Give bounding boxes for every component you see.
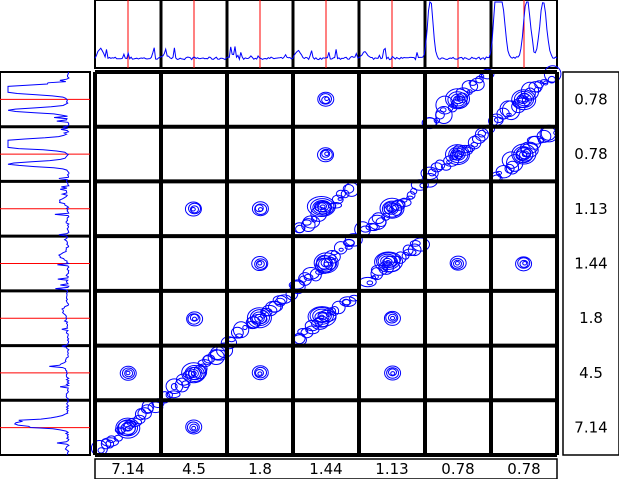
cosy-cell <box>292 294 360 346</box>
y-tick-label: 0.78 <box>574 145 607 163</box>
cross-peak-contour <box>511 89 537 111</box>
cross-peak-contour <box>251 201 269 217</box>
cosy-cell <box>159 342 234 404</box>
x-tick-label: 1.13 <box>375 460 408 478</box>
diagonal-contour <box>292 294 360 346</box>
cosy-cell <box>185 419 203 435</box>
y-tick-label: 4.5 <box>579 364 603 382</box>
cosy-cell <box>186 311 204 327</box>
left-projection-spectrum <box>0 71 91 456</box>
cosy-cell <box>184 201 202 217</box>
cross-peak-contour <box>445 88 471 110</box>
cross-peak-contour <box>246 307 272 329</box>
cosy-cell <box>317 147 335 163</box>
x-tick-label: 0.78 <box>507 460 540 478</box>
cosy-cell <box>383 310 401 326</box>
cross-peak-contour <box>383 310 401 326</box>
left-projection-trace <box>7 71 71 456</box>
y-tick-labels: 0.78 0.78 1.13 1.44 1.8 4.5 7.14 <box>562 71 619 456</box>
y-tick-label: 1.8 <box>579 309 603 327</box>
cosy-cell <box>358 237 430 288</box>
cross-peak-contour <box>317 91 335 107</box>
cosy-cell <box>449 255 467 271</box>
x-tick-label: 7.14 <box>111 460 144 478</box>
grid-background <box>95 72 557 455</box>
x-tick-label: 1.44 <box>309 460 342 478</box>
cross-peak-contour <box>511 143 537 165</box>
cross-peak-contour <box>185 419 203 435</box>
cosy-cell <box>251 201 269 217</box>
cosy-cell <box>251 256 269 272</box>
y-tick-frame <box>562 71 619 456</box>
cross-peak-contour <box>251 256 269 272</box>
x-tick-label: 4.5 <box>182 460 206 478</box>
y-tick-label: 7.14 <box>574 419 607 437</box>
cross-peak-contour <box>251 365 269 381</box>
x-tick-labels: 7.14 4.5 1.8 1.44 1.13 0.78 0.78 <box>94 458 558 479</box>
cosy-cell <box>420 124 496 188</box>
cross-peak-contour <box>184 201 202 217</box>
cross-peak-contour <box>115 417 141 439</box>
cross-peak-contour <box>119 365 137 381</box>
y-tick-label: 1.44 <box>574 255 607 273</box>
cross-peak-contour <box>379 197 405 219</box>
cosy-cell <box>384 365 402 381</box>
top-projection-trace <box>94 0 558 62</box>
cross-peak-contour <box>186 311 204 327</box>
cosy-cell <box>251 365 269 381</box>
cross-peak-contour <box>384 365 402 381</box>
diagonal-contour <box>358 237 430 288</box>
cosy-cell <box>515 256 533 272</box>
x-tick-label: 1.8 <box>248 460 272 478</box>
cross-peak-contour <box>317 147 335 163</box>
cosy-cell <box>293 182 360 234</box>
cosy-cell <box>288 233 363 295</box>
cross-peak-contour <box>181 362 207 384</box>
x-tick-frame <box>94 458 558 479</box>
cosy-panel-grid <box>90 65 562 457</box>
cross-peak-contour <box>449 255 467 271</box>
cosy-cell <box>119 365 137 381</box>
cosy-cell <box>354 179 429 238</box>
cross-peak-contour <box>313 252 339 274</box>
diagonal-contour <box>293 182 360 234</box>
cross-peak-contour <box>515 256 533 272</box>
top-projection-spectrum <box>94 0 558 69</box>
y-tick-label: 0.78 <box>574 90 607 108</box>
x-tick-label: 0.78 <box>441 460 474 478</box>
cosy-cell <box>317 91 335 107</box>
cross-peak-contour <box>445 144 471 166</box>
y-tick-label: 1.13 <box>574 200 607 218</box>
